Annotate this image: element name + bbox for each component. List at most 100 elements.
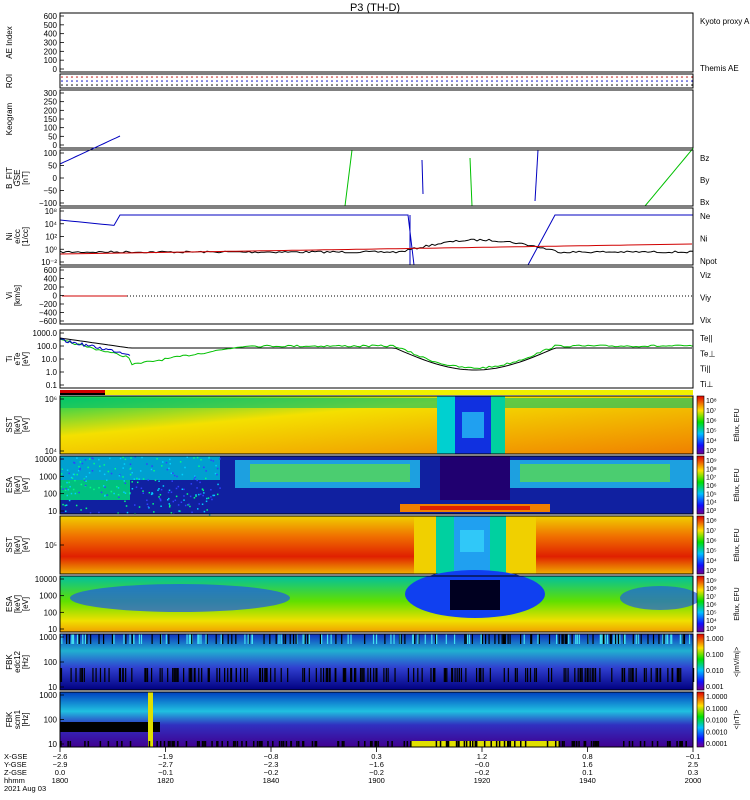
x-tick-label: −0.2 [264, 768, 279, 777]
x-tick-label: −1.9 [158, 752, 173, 761]
colorbar-label: Eflux, EFU [734, 468, 741, 501]
y-axis-label: scm1 [13, 709, 22, 729]
colorbar-tick: 10⁸ [706, 586, 717, 593]
y-tick-label: 0 [53, 174, 58, 183]
series-ni [59, 238, 694, 254]
colorbar-tick: 10⁷ [706, 594, 717, 601]
colorbar-tick: 10³ [706, 508, 717, 515]
colorbar-tick: 0.010 [706, 668, 724, 675]
x-tick-label: 0.3 [371, 752, 381, 761]
y-tick-label: 10⁵ [45, 541, 57, 550]
y-tick-label: 100 [44, 490, 58, 499]
series-ti [59, 338, 694, 370]
legend-entry: Kyoto proxy AE [700, 17, 750, 26]
colorbar-tick: 0.1000 [706, 706, 728, 713]
colorbar-tick: 0.100 [706, 652, 724, 659]
y-tick-label: 10000 [35, 455, 58, 464]
colorbar-tick: 10⁵ [706, 491, 717, 498]
colorbar-tick: 0.001 [706, 684, 724, 691]
colorbar-tick: 10⁷ [706, 408, 717, 415]
series-by [469, 157, 473, 207]
y-tick-label: 300 [44, 39, 58, 48]
y-tick-label: 10⁰ [45, 245, 57, 254]
y-axis-label: ESA [5, 476, 14, 493]
y-tick-label: 100 [44, 608, 58, 617]
panel-fbk_e: 1000 100 10 FBK edc12 [Hz] [5, 633, 695, 692]
y-axis-label: GSE [13, 170, 22, 187]
y-tick-label: 100 [44, 56, 58, 65]
y-tick-label: 200 [44, 283, 58, 292]
y-tick-label: 100 [44, 124, 58, 133]
colorbar-tick: 10⁸ [706, 518, 717, 525]
colorbar-tick: 10⁵ [706, 610, 717, 617]
y-tick-label: 250 [44, 98, 58, 107]
y-tick-label: 1000 [39, 472, 57, 481]
legend-entry: Vix [700, 316, 711, 325]
panel-esa_e: 10000 1000 100 10 ESA [keV] [eV] [5, 455, 694, 516]
y-axis-label: ESA [5, 595, 14, 612]
mode-bar-segment [60, 390, 105, 393]
y-axis-label: Ti [5, 356, 14, 363]
y-axis-label: Keogram [5, 102, 14, 135]
y-axis-label: [Hz] [21, 712, 30, 726]
colorbar-tick: 10⁶ [706, 418, 717, 425]
panel-ti: 1000.0 100.0 10.0 1.0 0.1 Ti eTe [eV] [5, 329, 694, 390]
x-tick-label: 2.5 [688, 760, 698, 769]
y-tick-label: 1000 [39, 633, 57, 642]
y-axis-label: B_FIT [5, 167, 14, 189]
y-tick-label: 10 [48, 625, 57, 634]
y-tick-label: 50 [48, 162, 57, 171]
y-tick-label: 150 [44, 115, 58, 124]
colorbar-tick: 10³ [706, 448, 717, 455]
y-tick-label: 400 [44, 275, 58, 284]
colorbar-tick: 10⁵ [706, 548, 717, 555]
legend-entry: Viy [700, 294, 711, 303]
series-bx [534, 149, 539, 202]
colorbar-tick: 10⁷ [706, 528, 717, 535]
x-tick-label: 1820 [157, 776, 174, 785]
y-axis-label: FBK [5, 711, 14, 727]
legend-entry: Bx [700, 198, 709, 207]
y-axis-label: Ni [5, 233, 14, 241]
x-tick-label: 1920 [474, 776, 491, 785]
y-tick-label: 0 [53, 65, 58, 74]
colorbar-tick: 0.0100 [706, 718, 728, 725]
y-tick-label: 500 [44, 21, 58, 30]
mode-bar [60, 390, 693, 395]
x-axis-row-label: X-GSE [4, 752, 27, 761]
y-tick-label: 0 [53, 292, 58, 301]
legend-entry: Bz [700, 154, 709, 163]
y-tick-label: 10⁸ [45, 207, 57, 216]
y-tick-label: 1000.0 [33, 329, 58, 338]
y-tick-label: 10⁶ [45, 395, 57, 404]
colorbar-label: <|nT|> [734, 710, 741, 730]
y-axis-label: [eV] [21, 478, 30, 492]
colorbar-tick: 10⁴ [706, 500, 717, 507]
y-tick-label: 300 [44, 89, 58, 98]
x-tick-label: 1800 [52, 776, 69, 785]
x-tick-label: 0.8 [582, 752, 592, 761]
x-tick-label: −1.6 [369, 760, 384, 769]
colorbar-label: Eflux, EFU [734, 587, 741, 620]
x-tick-label: −0.1 [158, 768, 173, 777]
panel-sst_e: 10⁶ 10⁴ SST [keV] [eV] [5, 395, 694, 456]
y-tick-label: 10 [48, 740, 57, 749]
y-axis-label: [eV] [21, 597, 30, 611]
y-axis-label: [keV] [13, 416, 22, 434]
x-tick-label: 0.0 [55, 768, 65, 777]
y-tick-label: 10 [48, 683, 57, 692]
y-tick-label: 100 [44, 658, 58, 667]
x-tick-label: 1.6 [582, 760, 592, 769]
series-te [59, 337, 692, 371]
colorbar-tick: 10³ [706, 626, 717, 633]
x-tick-label: −0.2 [475, 768, 490, 777]
y-axis-label: FBK [5, 654, 14, 670]
y-tick-label: −200 [39, 300, 58, 309]
colorbar-cb_fbk_e: 1.000 0.100 0.010 0.001 <|mV/m|> [696, 633, 741, 691]
